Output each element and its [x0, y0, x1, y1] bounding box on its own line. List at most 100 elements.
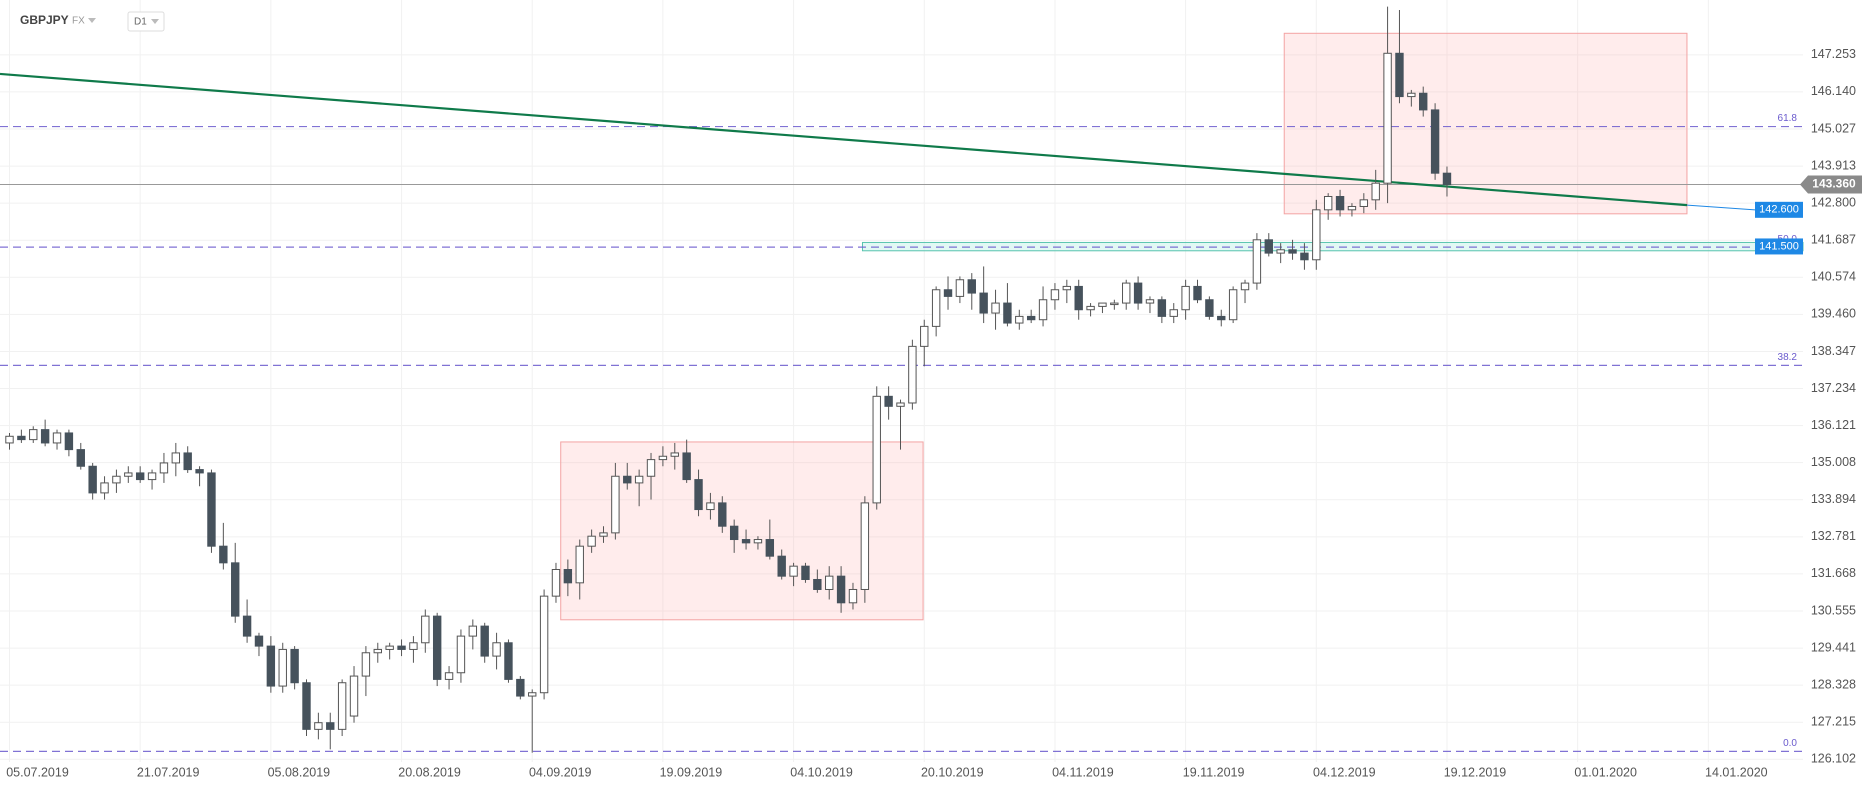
candle-body — [29, 429, 38, 441]
candle-body — [207, 472, 216, 547]
x-tick-label: 05.08.2019 — [268, 765, 331, 779]
candle-body — [1264, 239, 1273, 254]
timeframe-box[interactable] — [127, 11, 165, 32]
x-tick-label: 20.08.2019 — [398, 765, 461, 779]
candle-body — [789, 565, 798, 577]
candle-body — [1383, 52, 1392, 184]
candle-body — [456, 635, 466, 674]
candle-body — [1252, 239, 1262, 284]
connector — [1687, 204, 1756, 211]
candle-body — [551, 569, 561, 597]
x-tick-label: 21.07.2019 — [137, 765, 200, 779]
candle-body — [765, 539, 775, 557]
candle-body — [1193, 285, 1202, 301]
y-tick-label: 132.781 — [1811, 529, 1856, 543]
candle-body — [100, 482, 109, 494]
dropdown-arrow[interactable] — [151, 19, 159, 24]
candle-body — [171, 452, 181, 464]
x-tick-label: 19.09.2019 — [660, 765, 723, 779]
candle-body — [670, 452, 679, 457]
candle-body — [1371, 182, 1380, 201]
candle-body — [1003, 302, 1012, 324]
candle-body — [1276, 249, 1285, 254]
candle-body — [266, 645, 276, 687]
timeframe[interactable]: D1 — [134, 17, 147, 28]
zone — [1283, 32, 1688, 215]
candle-body — [124, 472, 133, 477]
candle-body — [349, 675, 359, 717]
candle-body — [706, 502, 715, 511]
candle-body — [64, 432, 74, 451]
x-tick-label: 04.12.2019 — [1313, 765, 1376, 779]
candle-body — [825, 575, 834, 590]
price-label-box — [1755, 201, 1803, 218]
candle-body — [76, 449, 85, 467]
candle-body — [813, 578, 822, 590]
candle-body — [135, 472, 145, 481]
last-price-box — [1800, 175, 1862, 194]
y-tick-label: 130.555 — [1811, 603, 1856, 617]
candle-body — [1050, 289, 1060, 301]
candle-body — [1169, 309, 1178, 317]
fib-label: 0.0 — [1783, 738, 1797, 749]
candle-body — [979, 292, 988, 314]
candle-body — [361, 652, 371, 677]
candle-body — [40, 429, 50, 444]
candle-body — [52, 432, 62, 444]
candle-body — [943, 289, 953, 297]
candle-body — [836, 575, 846, 604]
candle-body — [860, 502, 870, 590]
dropdown-arrow[interactable] — [88, 18, 96, 23]
candle-body — [1228, 289, 1238, 321]
x-tick-label: 20.10.2019 — [921, 765, 984, 779]
candle-body — [195, 469, 204, 474]
price-label: 141.500 — [1759, 240, 1799, 252]
candle-body — [1240, 282, 1250, 291]
candle-body — [801, 565, 810, 580]
candle-body — [409, 642, 418, 650]
y-tick-label: 127.215 — [1811, 714, 1856, 728]
candle-body — [1026, 315, 1036, 321]
candle-body — [1217, 315, 1226, 321]
last-price-label: 143.360 — [1812, 177, 1856, 191]
candle-body — [492, 642, 501, 657]
candle-body — [682, 452, 691, 481]
candle-body — [848, 588, 858, 604]
candle-body — [1347, 205, 1357, 211]
candle-body — [1062, 285, 1072, 291]
symbol[interactable]: GBPJPY — [20, 13, 69, 27]
candle-body — [1288, 249, 1297, 254]
candle-body — [729, 525, 739, 541]
candle-body — [646, 459, 656, 477]
candle-body — [1074, 285, 1083, 311]
y-tick-label: 135.008 — [1811, 455, 1856, 469]
candle-body — [468, 625, 478, 637]
x-tick-label: 04.09.2019 — [529, 765, 592, 779]
candle-body — [254, 635, 264, 647]
candle-body — [658, 455, 668, 461]
candle-body — [1205, 299, 1214, 317]
candle-body — [1419, 92, 1428, 111]
candle-body — [1335, 195, 1345, 211]
x-tick-label: 04.11.2019 — [1052, 765, 1114, 779]
candle-body — [528, 692, 537, 697]
candle-body — [112, 475, 121, 484]
y-tick-label: 143.913 — [1811, 158, 1856, 172]
candle-body — [1086, 305, 1095, 311]
x-tick-label: 14.01.2020 — [1705, 765, 1768, 779]
y-tick-label: 138.347 — [1811, 344, 1856, 358]
candle-body — [17, 435, 26, 441]
fib-label: 61.8 — [1778, 113, 1798, 124]
candle-body — [718, 502, 727, 527]
y-tick-label: 133.894 — [1811, 492, 1856, 506]
grid-layer — [0, 0, 1803, 762]
y-tick-label: 139.460 — [1811, 307, 1856, 321]
candle-body — [1430, 109, 1440, 174]
candle-body — [5, 435, 14, 444]
candle-body — [88, 465, 97, 494]
y-tick-label: 145.027 — [1811, 121, 1856, 135]
candle-body — [777, 555, 786, 577]
candle-body — [302, 682, 311, 730]
candle-body — [931, 289, 941, 327]
candle-body — [611, 475, 620, 534]
